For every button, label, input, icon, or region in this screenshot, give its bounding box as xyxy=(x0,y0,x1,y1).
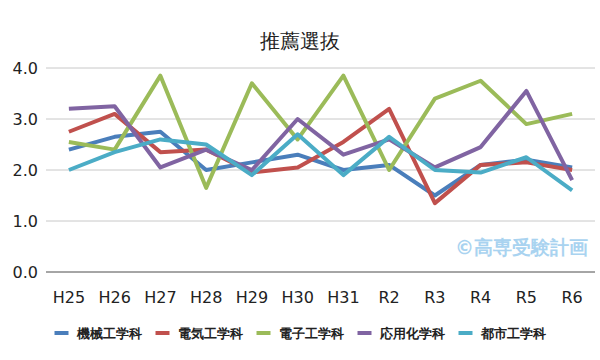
x-tick-label: H28 xyxy=(190,288,222,307)
grid-line xyxy=(46,221,595,222)
y-tick-label: 0.0 xyxy=(13,263,38,282)
legend-item: 応用化学科 xyxy=(358,326,445,341)
legend-item: 電気工学科 xyxy=(156,326,243,341)
y-tick-label: 1.0 xyxy=(13,212,38,231)
legend-label: 電子工学科 xyxy=(279,326,344,341)
y-tick-label: 3.0 xyxy=(13,110,38,129)
series-line xyxy=(69,76,572,188)
x-tick-label: R2 xyxy=(378,288,399,307)
grid-line xyxy=(46,170,595,171)
chart: 推薦選抜 0.0 1.0 2.0 3.0 4.0 H25 H26 H27 H28 H29 H30 H31… xyxy=(0,0,600,360)
grid-line xyxy=(46,119,595,120)
legend-swatch xyxy=(55,331,69,335)
series-group xyxy=(69,76,572,203)
legend: 機械工学科 電気工学科 電子工学科 応用化学科 都市工学科 xyxy=(55,326,546,341)
legend-swatch xyxy=(358,331,372,335)
background xyxy=(0,0,600,360)
series-line xyxy=(69,109,572,203)
grid-line xyxy=(46,68,595,69)
x-tick-label: H26 xyxy=(98,288,130,307)
legend-label: 都市工学科 xyxy=(480,326,546,341)
x-tick-label: R3 xyxy=(424,288,445,307)
x-tick-label: H30 xyxy=(281,288,313,307)
series-line xyxy=(69,134,572,190)
legend-swatch xyxy=(257,331,271,335)
x-tick-label: R5 xyxy=(516,288,537,307)
legend-label: 電気工学科 xyxy=(178,326,243,341)
y-tick-label: 4.0 xyxy=(13,59,38,78)
legend-item: 電子工学科 xyxy=(257,326,344,341)
title: 推薦選抜 xyxy=(260,29,340,53)
legend-label: 応用化学科 xyxy=(379,326,445,341)
y-tick-label: 2.0 xyxy=(13,161,38,180)
legend-item: 都市工学科 xyxy=(459,326,546,341)
x-tick-label: R6 xyxy=(561,288,582,307)
x-tick-label: H27 xyxy=(144,288,176,307)
x-tick-label: H29 xyxy=(236,288,268,307)
x-axis-line xyxy=(46,272,595,273)
legend-item: 機械工学科 xyxy=(55,326,142,341)
x-tick-label: H25 xyxy=(53,288,85,307)
grid xyxy=(46,68,595,272)
legend-swatch xyxy=(156,331,170,335)
legend-label: 機械工学科 xyxy=(76,326,142,341)
grid-line xyxy=(46,272,595,273)
x-tick-label: R4 xyxy=(470,288,491,307)
legend-swatch xyxy=(459,331,473,335)
annotation: ©高専受験計画 xyxy=(455,236,588,258)
x-tick-label: H31 xyxy=(327,288,359,307)
